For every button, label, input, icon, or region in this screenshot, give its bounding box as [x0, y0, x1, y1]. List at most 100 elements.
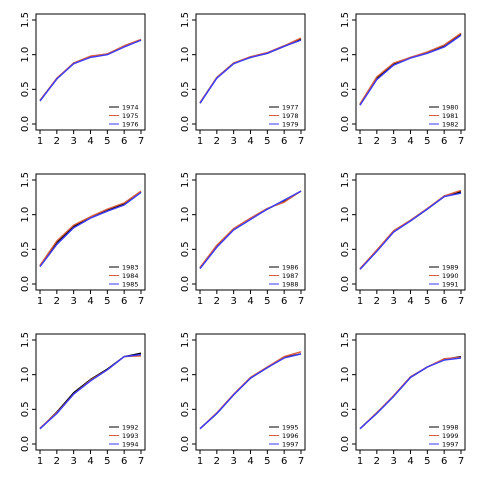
legend-label: 1977: [282, 103, 299, 111]
series-line-1982: [359, 34, 462, 106]
y-tick-label: 0.5: [340, 241, 351, 257]
legend-label: 1979: [282, 120, 299, 128]
x-tick-label: 5: [424, 296, 430, 307]
x-tick-label: 3: [230, 296, 236, 307]
series-line-1995: [199, 353, 302, 430]
y-tick-label: 0.5: [180, 401, 191, 417]
series-line-1977: [199, 38, 302, 104]
y-tick-label: 0.5: [20, 81, 31, 97]
legend-label: 1990: [442, 272, 459, 280]
x-tick-label: 1: [197, 456, 203, 467]
x-tick-label: 1: [357, 296, 363, 307]
y-tick-label: 1.5: [20, 332, 31, 348]
x-tick-label: 7: [138, 136, 144, 147]
x-tick-label: 2: [374, 456, 380, 467]
x-tick-label: 6: [441, 296, 447, 307]
legend-label: 1984: [122, 272, 139, 280]
x-tick-label: 5: [264, 296, 270, 307]
x-tick-label: 7: [298, 456, 304, 467]
x-tick-label: 2: [54, 296, 60, 307]
y-tick-label: 1.0: [340, 367, 351, 383]
x-tick-label: 2: [374, 296, 380, 307]
y-tick-label: 0.5: [180, 81, 191, 97]
y-tick-label: 1.5: [180, 172, 191, 188]
legend-label: 1980: [442, 103, 459, 111]
x-tick-label: 1: [37, 136, 43, 147]
legend-label: 1992: [122, 423, 139, 431]
x-tick-label: 2: [54, 456, 60, 467]
series-line-1989: [359, 191, 462, 270]
legend-label: 1986: [282, 263, 299, 271]
y-tick-label: 1.0: [180, 367, 191, 383]
series-line-1992: [39, 352, 142, 430]
y-tick-label: 1.0: [340, 47, 351, 63]
series-line-1976: [39, 39, 142, 102]
x-tick-label: 1: [37, 456, 43, 467]
series-line-1999: [359, 356, 462, 430]
x-tick-label: 3: [70, 136, 76, 147]
x-tick-label: 7: [458, 456, 464, 467]
x-tick-label: 5: [264, 456, 270, 467]
y-tick-label: 0.5: [340, 81, 351, 97]
y-tick-label: 1.5: [180, 12, 191, 28]
x-tick-label: 6: [281, 136, 287, 147]
legend-label: 1993: [122, 432, 139, 440]
series-line-1984: [39, 190, 142, 266]
series-line-1981: [359, 32, 462, 105]
x-tick-label: 4: [247, 456, 253, 467]
y-tick-label: 0.5: [180, 241, 191, 257]
legend-label: 1995: [282, 423, 299, 431]
x-tick-label: 1: [197, 136, 203, 147]
legend-label: 1996: [282, 432, 299, 440]
y-tick-label: 1.0: [20, 207, 31, 223]
legend-label: 1985: [122, 280, 139, 288]
series-line-1974: [39, 39, 142, 101]
x-tick-label: 4: [407, 136, 413, 147]
x-tick-label: 7: [458, 136, 464, 147]
legend-label: 1989: [442, 263, 459, 271]
x-tick-label: 2: [374, 136, 380, 147]
legend-label: 1982: [442, 120, 459, 128]
legend-label: 1997: [442, 440, 459, 448]
x-tick-label: 6: [441, 456, 447, 467]
x-tick-label: 3: [70, 456, 76, 467]
x-tick-label: 1: [357, 136, 363, 147]
x-tick-label: 4: [87, 456, 93, 467]
x-tick-label: 4: [407, 296, 413, 307]
legend-label: 1999: [442, 432, 459, 440]
series-line-1997: [199, 353, 302, 430]
series-line-1979: [199, 39, 302, 104]
y-tick-label: 1.5: [340, 172, 351, 188]
y-tick-label: 0.0: [180, 276, 191, 292]
y-tick-label: 0.0: [20, 276, 31, 292]
x-tick-label: 1: [357, 456, 363, 467]
y-tick-label: 1.0: [180, 47, 191, 63]
x-tick-label: 7: [298, 136, 304, 147]
x-tick-label: 2: [214, 296, 220, 307]
y-tick-label: 1.0: [20, 47, 31, 63]
x-tick-label: 4: [247, 136, 253, 147]
legend-label: 1975: [122, 112, 139, 120]
y-tick-label: 0.0: [20, 436, 31, 452]
x-tick-label: 6: [441, 136, 447, 147]
y-tick-label: 0.0: [340, 276, 351, 292]
y-tick-label: 0.5: [20, 241, 31, 257]
x-tick-label: 5: [424, 136, 430, 147]
y-tick-label: 1.5: [180, 332, 191, 348]
y-tick-label: 1.5: [20, 12, 31, 28]
legend-label: 1994: [122, 440, 139, 448]
x-tick-label: 4: [87, 296, 93, 307]
x-tick-label: 7: [298, 296, 304, 307]
x-tick-label: 1: [197, 296, 203, 307]
y-tick-label: 1.0: [20, 367, 31, 383]
x-tick-label: 4: [247, 296, 253, 307]
y-tick-label: 1.5: [340, 332, 351, 348]
x-tick-label: 4: [407, 456, 413, 467]
